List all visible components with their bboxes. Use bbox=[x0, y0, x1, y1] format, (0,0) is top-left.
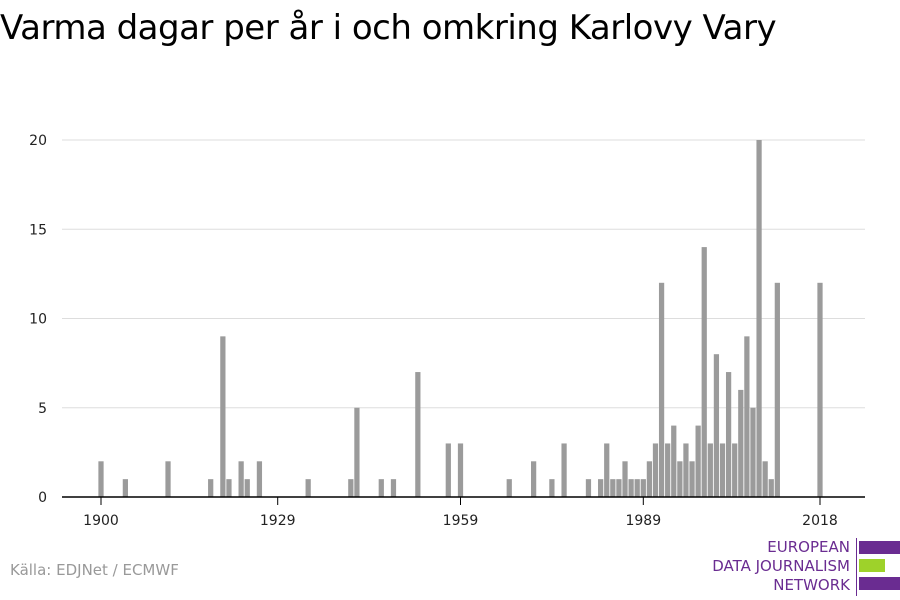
y-tick-label: 15 bbox=[29, 222, 47, 238]
bar-2008 bbox=[756, 140, 762, 497]
bar-1993 bbox=[665, 443, 671, 497]
logo-divider bbox=[856, 538, 857, 596]
bar-1986 bbox=[622, 461, 628, 497]
bar-2002 bbox=[719, 443, 726, 497]
bar-1971 bbox=[531, 461, 537, 497]
bar-1982 bbox=[598, 479, 604, 497]
bar-1974 bbox=[549, 479, 555, 497]
bar-2004 bbox=[732, 443, 738, 497]
bar-1900 bbox=[98, 461, 104, 497]
bar-1923 bbox=[238, 461, 244, 497]
bar-1920 bbox=[220, 336, 226, 497]
logo-line-1: EUROPEAN bbox=[767, 538, 850, 556]
logo-wordmark: EUROPEAN DATA JOURNALISM NETWORK bbox=[712, 538, 850, 595]
x-tick-label: 1900 bbox=[83, 513, 119, 529]
x-tick-label: 1989 bbox=[625, 513, 661, 529]
bar-1926 bbox=[256, 461, 263, 497]
bar-1983 bbox=[604, 443, 610, 497]
bar-1942 bbox=[354, 407, 360, 497]
bar-1995 bbox=[677, 461, 683, 497]
bar-2010 bbox=[768, 479, 774, 497]
bar-2018 bbox=[817, 282, 823, 497]
y-tick-label: 0 bbox=[38, 490, 47, 506]
edjnet-logo: EUROPEAN DATA JOURNALISM NETWORK bbox=[700, 538, 900, 596]
bar-2011 bbox=[774, 282, 780, 497]
x-tick-label: 1959 bbox=[443, 513, 479, 529]
bar-1999 bbox=[701, 247, 707, 497]
bar-2003 bbox=[725, 372, 732, 497]
bar-1934 bbox=[305, 479, 311, 497]
source-note: Källa: EDJNet / ECMWF bbox=[10, 561, 179, 579]
bar-1924 bbox=[244, 479, 250, 497]
bar-2000 bbox=[707, 443, 713, 497]
bar-1989 bbox=[640, 479, 646, 497]
bar-1987 bbox=[628, 479, 634, 497]
bar-1991 bbox=[652, 443, 659, 497]
axes: 0 5 10 15 20 1900 1929 1959 1989 2018 bbox=[29, 133, 865, 529]
logo-bar-purple-bottom bbox=[859, 577, 900, 590]
chart-title: Varma dagar per år i och omkring Karlovy… bbox=[0, 8, 777, 48]
bar-1904 bbox=[122, 479, 128, 497]
bar-1990 bbox=[646, 461, 653, 497]
bar-1967 bbox=[506, 479, 512, 497]
y-tick-label: 5 bbox=[38, 401, 47, 417]
x-tick-label: 2018 bbox=[802, 513, 838, 529]
x-tick-label: 1929 bbox=[260, 513, 296, 529]
bar-1976 bbox=[561, 443, 567, 497]
bar-1952 bbox=[415, 372, 421, 497]
bar-2006 bbox=[744, 336, 750, 497]
bar-1992 bbox=[658, 282, 665, 497]
bar-1959 bbox=[457, 443, 464, 497]
bar-1994 bbox=[671, 425, 677, 497]
bar-1957 bbox=[445, 443, 451, 497]
bar-1988 bbox=[634, 479, 640, 497]
bar-1948 bbox=[390, 479, 397, 497]
logo-bar-purple-top bbox=[859, 541, 900, 554]
y-tick-label: 20 bbox=[29, 133, 47, 149]
bar-2005 bbox=[738, 389, 744, 497]
logo-bar-green bbox=[859, 559, 885, 572]
bar-series bbox=[98, 140, 823, 497]
bar-1980 bbox=[585, 479, 592, 497]
bar-1941 bbox=[348, 479, 354, 497]
logo-line-3: NETWORK bbox=[773, 576, 850, 594]
bar-1946 bbox=[378, 479, 384, 497]
bar-2007 bbox=[750, 407, 756, 497]
bar-chart: 0 5 10 15 20 1900 1929 1959 1989 2018 bbox=[29, 133, 865, 529]
bar-1998 bbox=[695, 425, 701, 497]
bar-2001 bbox=[713, 354, 720, 497]
bar-1984 bbox=[610, 479, 616, 497]
bar-1997 bbox=[689, 461, 695, 497]
bar-2009 bbox=[762, 461, 768, 497]
bar-1921 bbox=[226, 479, 232, 497]
bar-1911 bbox=[165, 461, 171, 497]
logo-line-2: DATA JOURNALISM bbox=[712, 557, 850, 575]
y-tick-label: 10 bbox=[29, 312, 47, 328]
bar-1985 bbox=[616, 479, 622, 497]
bar-1996 bbox=[683, 443, 689, 497]
bar-1918 bbox=[208, 479, 214, 497]
